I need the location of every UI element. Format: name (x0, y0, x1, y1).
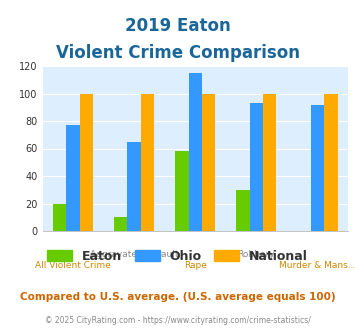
Text: All Violent Crime: All Violent Crime (35, 261, 111, 270)
Text: Compared to U.S. average. (U.S. average equals 100): Compared to U.S. average. (U.S. average … (20, 292, 335, 302)
Bar (127, 142, 141, 231)
Text: Rape: Rape (184, 261, 207, 270)
Bar (53, 204, 66, 231)
Bar (175, 151, 189, 231)
Bar (202, 93, 215, 231)
Bar (236, 190, 250, 231)
Bar (114, 217, 127, 231)
Bar (311, 105, 324, 231)
Bar (324, 93, 338, 231)
Legend: Eaton, Ohio, National: Eaton, Ohio, National (42, 245, 313, 268)
Bar (250, 103, 263, 231)
Text: 2019 Eaton: 2019 Eaton (125, 17, 230, 35)
Bar (141, 93, 154, 231)
Text: Aggravated Assault: Aggravated Assault (90, 250, 179, 259)
Text: Murder & Mans...: Murder & Mans... (279, 261, 355, 270)
Bar (189, 73, 202, 231)
Bar (263, 93, 277, 231)
Bar (66, 125, 80, 231)
Bar (80, 93, 93, 231)
Text: Violent Crime Comparison: Violent Crime Comparison (55, 44, 300, 62)
Text: © 2025 CityRating.com - https://www.cityrating.com/crime-statistics/: © 2025 CityRating.com - https://www.city… (45, 315, 310, 325)
Text: Robbery: Robbery (237, 250, 275, 259)
